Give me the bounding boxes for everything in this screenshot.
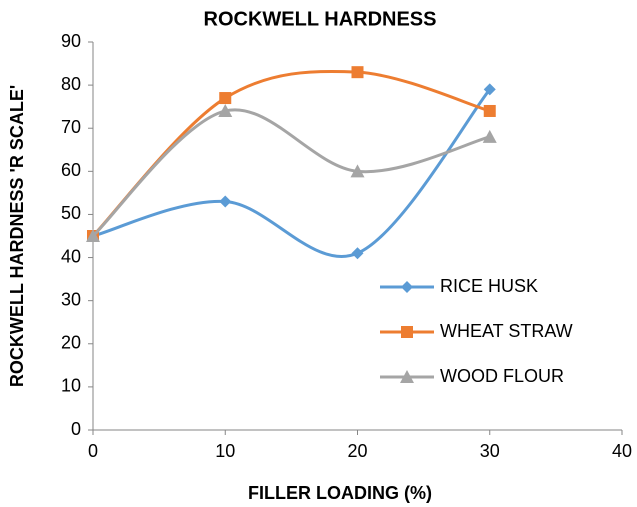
- marker: [351, 247, 364, 260]
- legend-marker: [401, 326, 413, 338]
- marker: [482, 129, 497, 143]
- marker: [219, 195, 232, 208]
- x-tick-label: 40: [612, 441, 632, 461]
- marker: [350, 164, 365, 178]
- y-tick-label: 20: [61, 333, 81, 353]
- x-tick-label: 10: [215, 441, 235, 461]
- y-tick-label: 60: [61, 160, 81, 180]
- x-tick-label: 20: [347, 441, 367, 461]
- series-line: [92, 88, 491, 258]
- y-tick-label: 10: [61, 376, 81, 396]
- y-tick-label: 40: [61, 246, 81, 266]
- chart-title: ROCKWELL HARDNESS: [204, 8, 437, 30]
- y-tick-label: 50: [61, 203, 81, 223]
- marker: [483, 104, 496, 117]
- y-tick-label: 80: [61, 74, 81, 94]
- marker: [86, 229, 100, 242]
- x-tick-label: 30: [480, 441, 500, 461]
- marker: [219, 92, 232, 105]
- x-axis-label: FILLER LOADING (%): [248, 483, 432, 503]
- legend-marker: [401, 281, 413, 293]
- legend-label: WHEAT STRAW: [440, 321, 573, 341]
- y-tick-label: 0: [71, 419, 81, 439]
- marker: [483, 83, 496, 96]
- x-tick-label: 0: [88, 441, 98, 461]
- y-tick-label: 30: [61, 289, 81, 309]
- legend-marker: [400, 370, 414, 383]
- marker: [351, 66, 364, 79]
- y-tick-label: 70: [61, 117, 81, 137]
- marker: [218, 103, 233, 117]
- legend-label: WOOD FLOUR: [440, 366, 564, 386]
- legend-label: RICE HUSK: [440, 276, 538, 296]
- y-tick-label: 90: [61, 31, 81, 51]
- series-line: [91, 69, 491, 238]
- y-axis-label: ROCKWELL HARDNESS 'R SCALE': [7, 85, 27, 387]
- series-line: [91, 108, 491, 238]
